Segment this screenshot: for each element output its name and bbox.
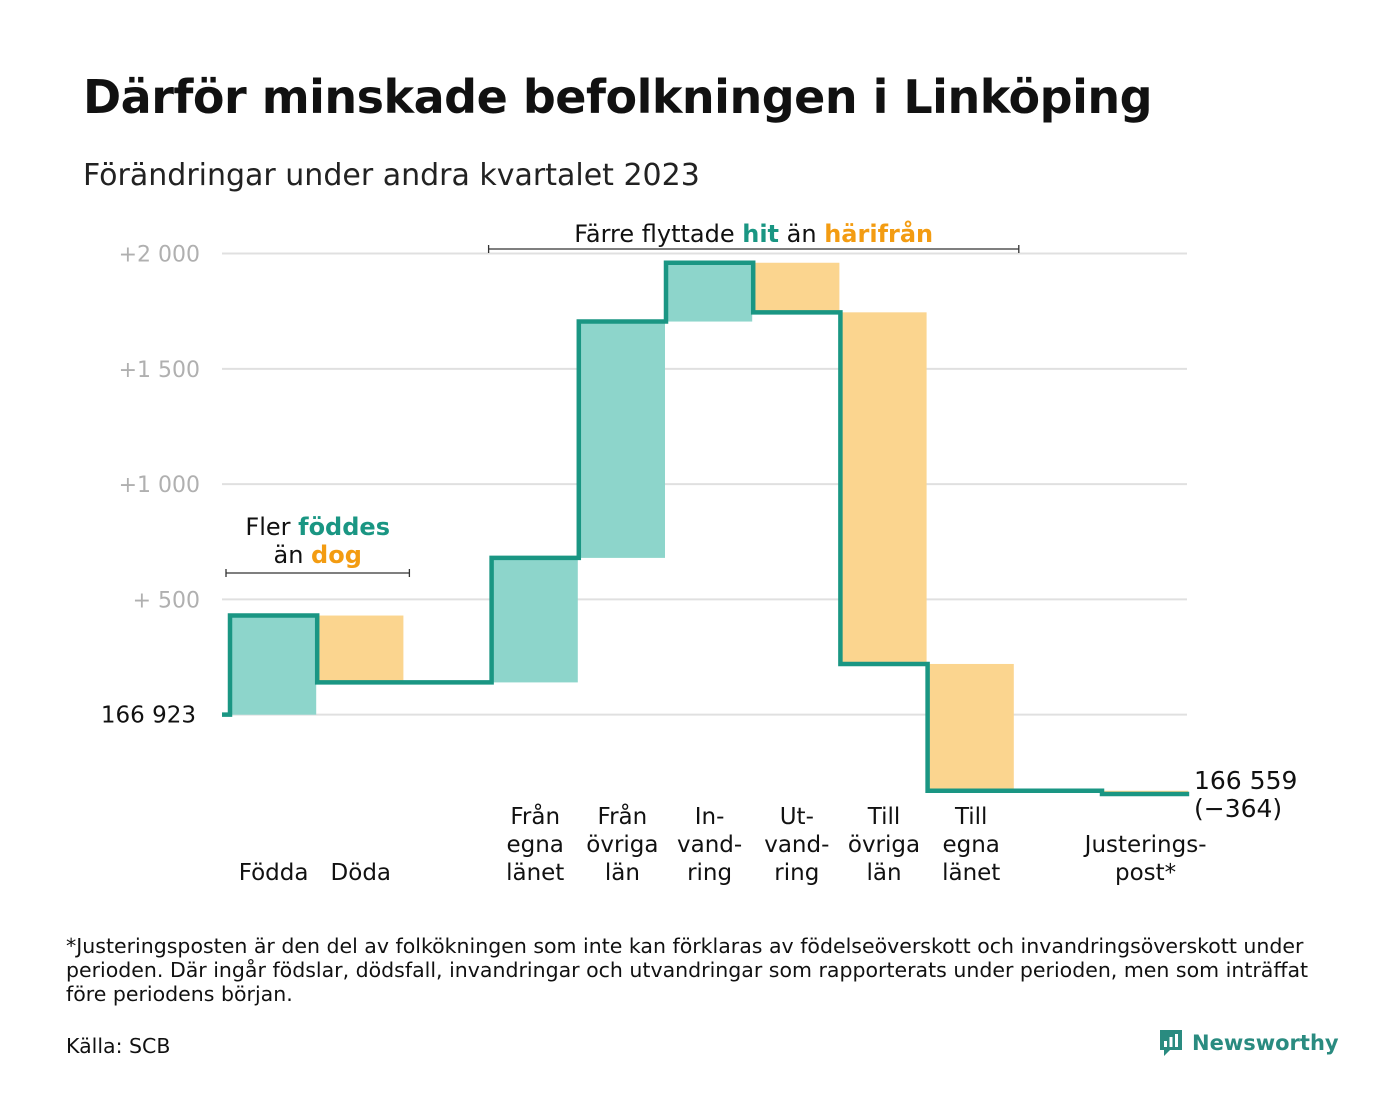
category-label: Till: [954, 804, 988, 830]
category-label: övriga: [586, 832, 658, 858]
source-label: Källa: SCB: [66, 1034, 171, 1058]
bar: [753, 262, 840, 313]
category-label: Från: [510, 802, 560, 830]
category-label: Från: [598, 802, 648, 830]
brand-logo: Newsworthy: [1158, 1028, 1339, 1058]
y-tick-label: +2 000: [119, 243, 200, 268]
footnote: *Justeringsposten är den del av folkökni…: [66, 934, 1309, 1006]
y-tick-label: + 500: [133, 588, 200, 613]
category-label: ring: [774, 860, 819, 886]
category-label: In-: [695, 804, 725, 830]
bar: [578, 321, 665, 558]
baseline-value-label: 166 923: [101, 703, 196, 729]
category-label: vand-: [677, 832, 742, 858]
annotation-migration-bracket: [487, 245, 1020, 253]
chart-subtitle: Förändringar under andra kvartalet 2023: [83, 158, 700, 193]
category-label: vand-: [764, 832, 829, 858]
category-label: länet: [942, 860, 1000, 886]
bar: [317, 615, 404, 683]
end-change-label: (−364): [1194, 794, 1282, 823]
bar: [840, 312, 927, 664]
category-label: övriga: [848, 832, 920, 858]
annotation-migration: Färre flyttade hit än härifrån: [574, 219, 933, 248]
category-label: ring: [687, 860, 732, 886]
annotation-births-line2: än dog: [273, 541, 361, 569]
bar: [927, 663, 1014, 791]
category-label: Till: [867, 804, 901, 830]
annotation-births-line1: Fler föddes: [245, 513, 390, 541]
bar: [666, 262, 753, 322]
category-label: Justerings-: [1083, 832, 1207, 858]
category-label: post*: [1115, 860, 1176, 886]
y-tick-label: +1 500: [119, 358, 200, 383]
brand-name: Newsworthy: [1192, 1031, 1339, 1055]
category-label: län: [605, 860, 640, 886]
y-tick-label: +1 000: [119, 473, 200, 498]
category-label: egna: [506, 832, 563, 858]
category-label: Döda: [331, 860, 391, 886]
category-label: län: [866, 860, 901, 886]
bar: [230, 615, 317, 715]
chart-title: Därför minskade befolkningen i Linköping: [83, 70, 1153, 124]
cumulative-step-line: [222, 260, 1190, 797]
bar: [491, 557, 578, 683]
waterfall-chart: + 500 +1 000 +1 500 +2 000 166 923 166 559(−3…: [101, 219, 1298, 886]
category-label: egna: [942, 832, 999, 858]
category-label: Ut-: [780, 804, 814, 830]
annotation-births-bracket: [225, 569, 411, 577]
end-value-label: 166 559: [1194, 766, 1297, 795]
newsworthy-logo-icon: [1160, 1030, 1182, 1056]
category-label: Födda: [239, 860, 309, 886]
category-label: länet: [506, 860, 564, 886]
